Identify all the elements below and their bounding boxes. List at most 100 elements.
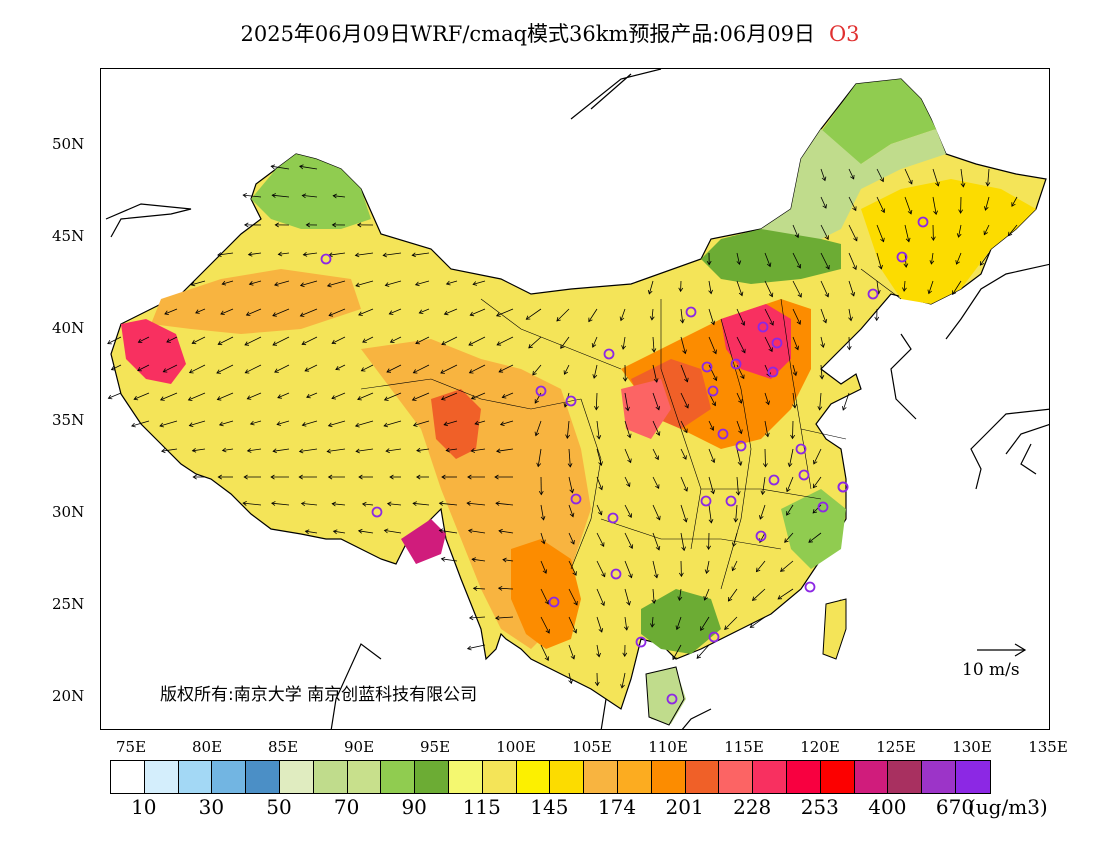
legend-swatch [279, 761, 314, 793]
wind-vector-head [415, 339, 420, 345]
legend-swatch [246, 761, 280, 793]
wind-vector [390, 336, 402, 343]
wind-vector-head [819, 375, 825, 380]
wind-vector [624, 532, 633, 549]
wind-vector [568, 532, 575, 545]
wind-vector [302, 420, 318, 426]
wind-vector [596, 616, 603, 633]
wind-vector-head [600, 601, 605, 607]
wind-vector [620, 308, 626, 321]
wind-vector-head [572, 628, 578, 634]
wind-vector-head [301, 340, 307, 346]
wind-vector-head [627, 513, 632, 518]
lon-label-95e: 95E [419, 738, 451, 756]
wind-vector-head [905, 237, 911, 243]
wind-vector-head [327, 422, 333, 428]
wind-vector-head [358, 311, 363, 316]
wind-vector-head [955, 260, 960, 265]
wind-vector-head [620, 684, 625, 689]
wind-vector [848, 308, 852, 321]
legend-swatch [178, 761, 213, 793]
wind-vector-head [878, 264, 883, 270]
wind-vector-head [383, 422, 389, 428]
lat-label-40n: 40N [52, 319, 85, 337]
title-text: 2025年06月09日WRF/cmaq模式36km预报产品:06月09日 [240, 22, 815, 46]
wind-vector-head [217, 474, 223, 480]
legend-label: 30 [198, 795, 225, 819]
wind-vector-head [137, 338, 143, 343]
wind-vector [467, 502, 486, 506]
wind-vector-head [740, 321, 746, 326]
wind-vector-head [544, 656, 550, 661]
wind-vector [983, 224, 990, 235]
wind-vector-head [704, 569, 710, 575]
wind-vector-head [272, 341, 278, 346]
wind-vector-head [270, 474, 275, 480]
wind-vector [526, 308, 542, 320]
wind-vector-head [216, 369, 221, 374]
wind-vector-head [162, 368, 168, 373]
wind-vector-head [331, 222, 337, 228]
wind-vector [195, 308, 206, 314]
wind-vector-head [357, 528, 363, 534]
wind-vector-head [277, 251, 283, 257]
wind-vector-head [418, 309, 424, 314]
wind-vector [138, 336, 150, 343]
wind-vector [496, 308, 514, 317]
wind-vector [756, 560, 766, 572]
wind-vector-head [653, 573, 659, 579]
wind-vector [786, 476, 794, 492]
legend-swatch [888, 761, 923, 793]
wind-vector-head [326, 282, 332, 288]
wind-vector-head [824, 235, 829, 241]
wind-vector [624, 448, 632, 463]
wind-vector [532, 364, 542, 376]
wind-vector [764, 308, 774, 326]
wind-vector-head [650, 623, 655, 628]
wind-vector [440, 364, 458, 374]
wind-vector [592, 336, 598, 348]
wind-vector [568, 616, 577, 634]
wind-vector [588, 308, 598, 322]
wind-vector [166, 336, 178, 343]
wind-vector-head [786, 487, 791, 493]
wind-vector [812, 504, 822, 514]
wind-vector-head [741, 348, 746, 354]
wind-vector-head [110, 366, 116, 371]
wind-vector-head [327, 474, 333, 480]
wind-vector [708, 448, 715, 463]
wind-vector [528, 336, 542, 349]
wind-vector-head [272, 448, 277, 454]
wind-vector [107, 336, 122, 344]
wind-vector-head [903, 263, 909, 268]
lat-label-45n: 45N [52, 227, 85, 245]
wind-vector-head [678, 572, 684, 578]
wind-vector [498, 364, 514, 373]
wind-vector [358, 530, 374, 534]
wind-vector-head [443, 310, 449, 316]
wind-vector-head [960, 182, 966, 188]
wind-vector-head [738, 399, 743, 404]
wind-vector-head [389, 338, 395, 343]
wind-vector [652, 420, 660, 436]
wind-vector-head [445, 447, 450, 453]
wind-vector-head [159, 396, 165, 401]
wind-vector [301, 503, 318, 506]
legend-swatch [753, 761, 787, 793]
monitoring-site-marker [768, 474, 780, 486]
wind-vector-head [768, 292, 774, 298]
wind-vector [415, 280, 430, 286]
copyright-notice: 版权所有:南京大学 南京创蓝科技有限公司 [160, 685, 478, 705]
legend-label: 400 [868, 795, 907, 819]
wind-vector-head [786, 511, 791, 516]
wind-vector-head [495, 615, 500, 621]
wind-vector [842, 392, 850, 411]
wind-vector-head [443, 421, 449, 427]
wind-vector-head [956, 233, 962, 238]
wind-vector [160, 392, 178, 401]
wind-vector-head [243, 474, 248, 480]
wind-vector [764, 448, 766, 467]
wind-vector-head [621, 345, 627, 350]
wind-vector [792, 336, 799, 350]
wind-vector-head [536, 462, 542, 468]
